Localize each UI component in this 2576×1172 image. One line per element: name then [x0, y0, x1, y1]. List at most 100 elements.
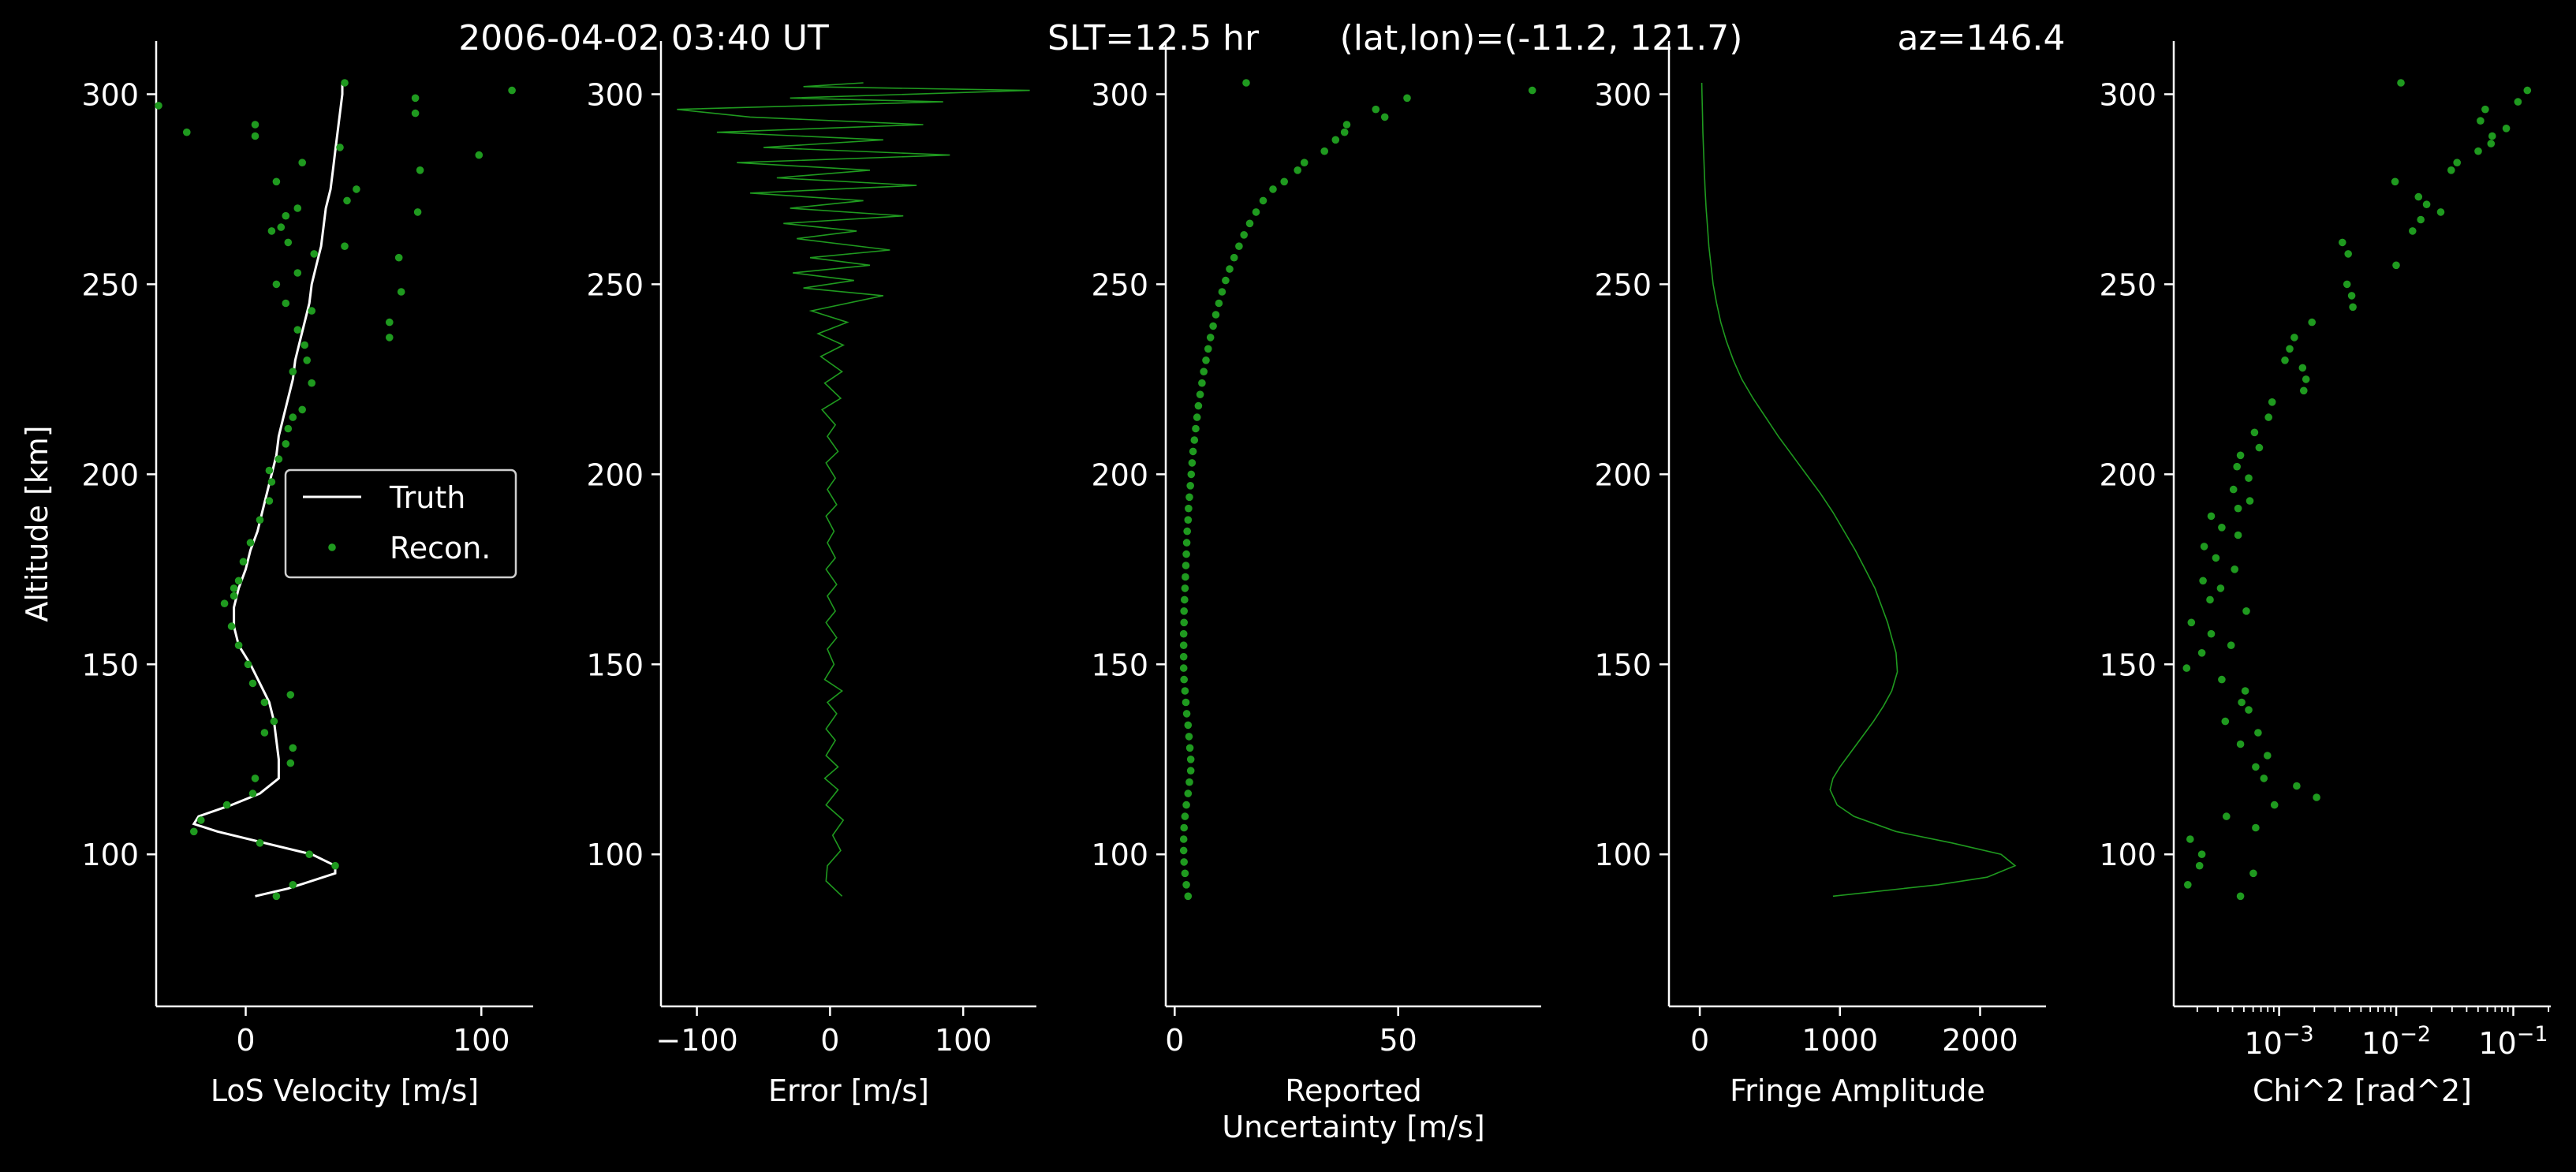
- x-tick-label: 100: [453, 1023, 510, 1058]
- data-point: [1189, 447, 1197, 456]
- data-point: [1230, 253, 1238, 262]
- data-point: [508, 86, 516, 95]
- x-tick-label: 0: [236, 1023, 255, 1058]
- data-point: [2343, 280, 2351, 289]
- data-point: [1185, 733, 1193, 741]
- data-point: [1218, 288, 1226, 296]
- data-point: [1185, 504, 1193, 513]
- data-point: [331, 861, 339, 870]
- data-point: [336, 144, 344, 151]
- data-point: [2308, 318, 2316, 327]
- data-point: [411, 94, 420, 103]
- y-tick-label: 100: [81, 838, 139, 872]
- data-point: [310, 250, 319, 258]
- data-point: [265, 497, 274, 505]
- data-point: [2207, 629, 2216, 638]
- x-tick-label: 2000: [1942, 1023, 2018, 1058]
- data-point: [1182, 562, 1190, 569]
- data-point: [260, 729, 269, 737]
- y-tick-label: 100: [586, 838, 644, 872]
- data-point: [267, 478, 276, 486]
- data-point: [251, 774, 259, 782]
- data-point: [1180, 618, 1188, 627]
- data-point: [277, 223, 286, 231]
- data-point: [2245, 474, 2253, 482]
- data-point: [1380, 113, 1389, 121]
- x-axis-label: Fringe Amplitude: [1730, 1073, 1985, 1108]
- data-point: [298, 405, 307, 414]
- data-point: [1240, 231, 1248, 239]
- data-point: [2270, 801, 2279, 809]
- data-point: [1184, 721, 1193, 730]
- y-tick-label: 300: [2099, 77, 2156, 112]
- data-point: [1242, 79, 1250, 87]
- data-point: [2344, 250, 2352, 258]
- panel-1: 100 150 200 250 300 0 100 LoS Velocity [m/s] Alt…: [20, 41, 533, 1108]
- data-point: [272, 177, 281, 186]
- y-tick-label: 150: [586, 648, 644, 682]
- data-point: [1192, 424, 1200, 433]
- y-tick-label: 200: [586, 457, 644, 492]
- data-point: [1181, 595, 1189, 604]
- data-point: [411, 109, 420, 118]
- data-point: [289, 413, 297, 421]
- data-point: [2264, 413, 2272, 421]
- data-point: [386, 334, 394, 342]
- y-tick-label: 200: [1594, 457, 1652, 492]
- y-axis-label: Altitude [km]: [20, 425, 54, 621]
- data-point: [1182, 881, 1190, 889]
- data-point: [341, 79, 349, 87]
- data-point: [2349, 303, 2357, 312]
- data-point: [289, 744, 297, 752]
- data-point: [298, 159, 307, 166]
- data-point: [2229, 485, 2238, 494]
- data-point: [1180, 675, 1188, 684]
- data-point: [282, 299, 290, 308]
- data-point: [2184, 881, 2192, 889]
- data-point: [2302, 375, 2310, 383]
- data-point: [1198, 379, 1206, 387]
- data-point: [2436, 208, 2445, 216]
- data-point: [2447, 166, 2455, 174]
- data-point: [341, 242, 349, 251]
- data-point: [1179, 846, 1188, 855]
- data-point: [1182, 801, 1190, 809]
- data-point: [230, 584, 238, 592]
- data-point: [1180, 823, 1188, 832]
- data-point: [2293, 782, 2301, 790]
- data-point: [2339, 238, 2346, 247]
- y-tick-label: 250: [1594, 267, 1652, 302]
- legend-recon-label: Recon.: [390, 531, 491, 565]
- data-point: [1204, 345, 1212, 353]
- data-point: [413, 208, 422, 216]
- title-time: 2006-04-02 03:40 UT: [458, 18, 829, 58]
- data-point: [2487, 140, 2496, 147]
- data-point: [1182, 550, 1190, 558]
- x-axis-label: Error [m/s]: [768, 1073, 929, 1108]
- x-tick-label: −100: [655, 1023, 737, 1058]
- y-tick-label: 250: [586, 267, 644, 302]
- data-point: [234, 641, 243, 649]
- data-point: [2250, 428, 2259, 437]
- data-point: [2227, 641, 2235, 649]
- data-point: [227, 622, 236, 630]
- legend-truth-label: Truth: [389, 480, 465, 515]
- x-tick-exponent: −2: [2399, 1022, 2431, 1047]
- x-tick-label: 0: [1690, 1023, 1709, 1058]
- data-point: [2199, 577, 2207, 585]
- data-point: [1215, 299, 1223, 308]
- y-tick-label: 200: [1091, 457, 1148, 492]
- y-tick-label: 100: [2099, 838, 2156, 872]
- data-point: [2216, 584, 2225, 592]
- data-point: [343, 196, 351, 205]
- data-point: [1294, 166, 1301, 174]
- data-point: [1300, 159, 1309, 166]
- y-tick-label: 200: [81, 457, 139, 492]
- data-point: [2260, 774, 2268, 782]
- data-point: [272, 280, 281, 289]
- data-point: [2286, 345, 2294, 353]
- data-point: [1180, 858, 1188, 866]
- data-point: [1202, 356, 1210, 364]
- data-point: [1280, 177, 1288, 186]
- data-point: [1235, 242, 1243, 251]
